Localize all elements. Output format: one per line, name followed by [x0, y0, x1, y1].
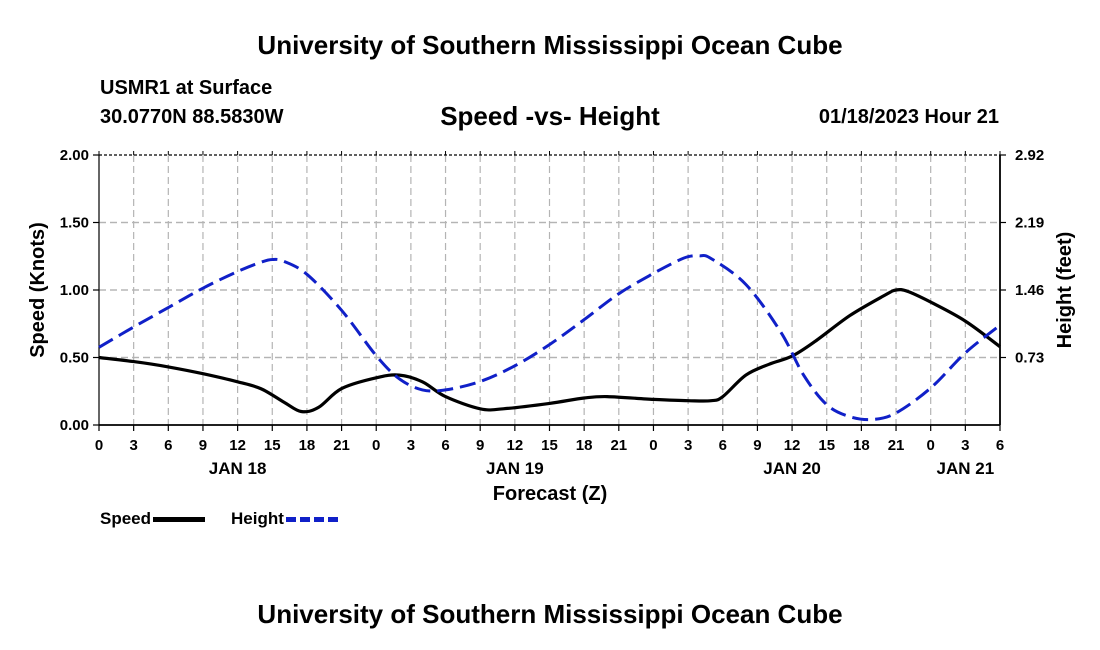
x-tick-label: 3 — [407, 437, 415, 454]
x-tick-label: 9 — [199, 437, 207, 454]
x-tick-label: 3 — [684, 437, 692, 454]
y2-tick-label: 1.46 — [1015, 282, 1044, 299]
date-label: JAN 20 — [763, 459, 821, 478]
x-tick-label: 15 — [264, 437, 281, 454]
x-tick-label: 15 — [818, 437, 835, 454]
x-tick-label: 15 — [541, 437, 558, 454]
station-label: USMR1 at Surface — [100, 77, 273, 99]
y-tick-label: 0.50 — [60, 350, 89, 367]
x-tick-label: 9 — [753, 437, 761, 454]
station-coordinates: 30.0770N 88.5830W — [100, 106, 284, 128]
legend-height-swatch — [285, 516, 338, 522]
x-tick-label: 21 — [610, 437, 627, 454]
run-timestamp: 01/18/2023 Hour 21 — [818, 106, 999, 128]
x-tick-label: 0 — [649, 437, 657, 454]
y-tick-label: 1.00 — [60, 282, 89, 299]
x-tick-label: 6 — [441, 437, 449, 454]
x-tick-label: 3 — [961, 437, 969, 454]
x-tick-label: 6 — [719, 437, 727, 454]
x-tick-label: 21 — [333, 437, 350, 454]
x-tick-label: 0 — [927, 437, 935, 454]
x-tick-label: 6 — [164, 437, 172, 454]
x-tick-label: 6 — [996, 437, 1004, 454]
y2-tick-label: 2.19 — [1015, 215, 1044, 232]
legend-height: Height — [231, 509, 338, 529]
y2-axis-title: Height (feet) — [1054, 232, 1076, 349]
x-tick-label: 18 — [299, 437, 316, 454]
legend-speed: Speed — [100, 509, 206, 529]
y-tick-label: 2.00 — [60, 147, 89, 164]
x-tick-label: 21 — [888, 437, 905, 454]
chart-title: Speed -vs- Height — [440, 101, 660, 131]
x-tick-label: 12 — [507, 437, 524, 454]
x-tick-label: 0 — [95, 437, 103, 454]
date-label: JAN 19 — [486, 459, 544, 478]
x-tick-label: 12 — [784, 437, 801, 454]
speed-series-line — [98, 287, 1001, 414]
y2-tick-label: 0.73 — [1015, 350, 1044, 367]
page-footer-title: University of Southern Mississippi Ocean… — [257, 599, 843, 629]
date-label: JAN 18 — [209, 459, 267, 478]
legend-speed-swatch — [153, 516, 206, 522]
y2-tick-label: 2.92 — [1015, 147, 1044, 164]
x-tick-label: 0 — [372, 437, 380, 454]
x-tick-label: 12 — [229, 437, 246, 454]
y-axis-title: Speed (Knots) — [27, 222, 49, 358]
x-axis-title: Forecast (Z) — [493, 483, 607, 505]
y-tick-label: 1.50 — [60, 215, 89, 232]
y-tick-label: 0.00 — [60, 417, 89, 434]
date-label: JAN 21 — [937, 459, 995, 478]
x-tick-label: 18 — [576, 437, 593, 454]
height-series-line — [98, 254, 1001, 422]
legend-speed-label: Speed — [100, 509, 152, 528]
x-tick-label: 9 — [476, 437, 484, 454]
page-title: University of Southern Mississippi Ocean… — [257, 30, 843, 60]
x-tick-label: 3 — [129, 437, 137, 454]
x-tick-label: 18 — [853, 437, 870, 454]
legend-height-label: Height — [231, 509, 284, 528]
